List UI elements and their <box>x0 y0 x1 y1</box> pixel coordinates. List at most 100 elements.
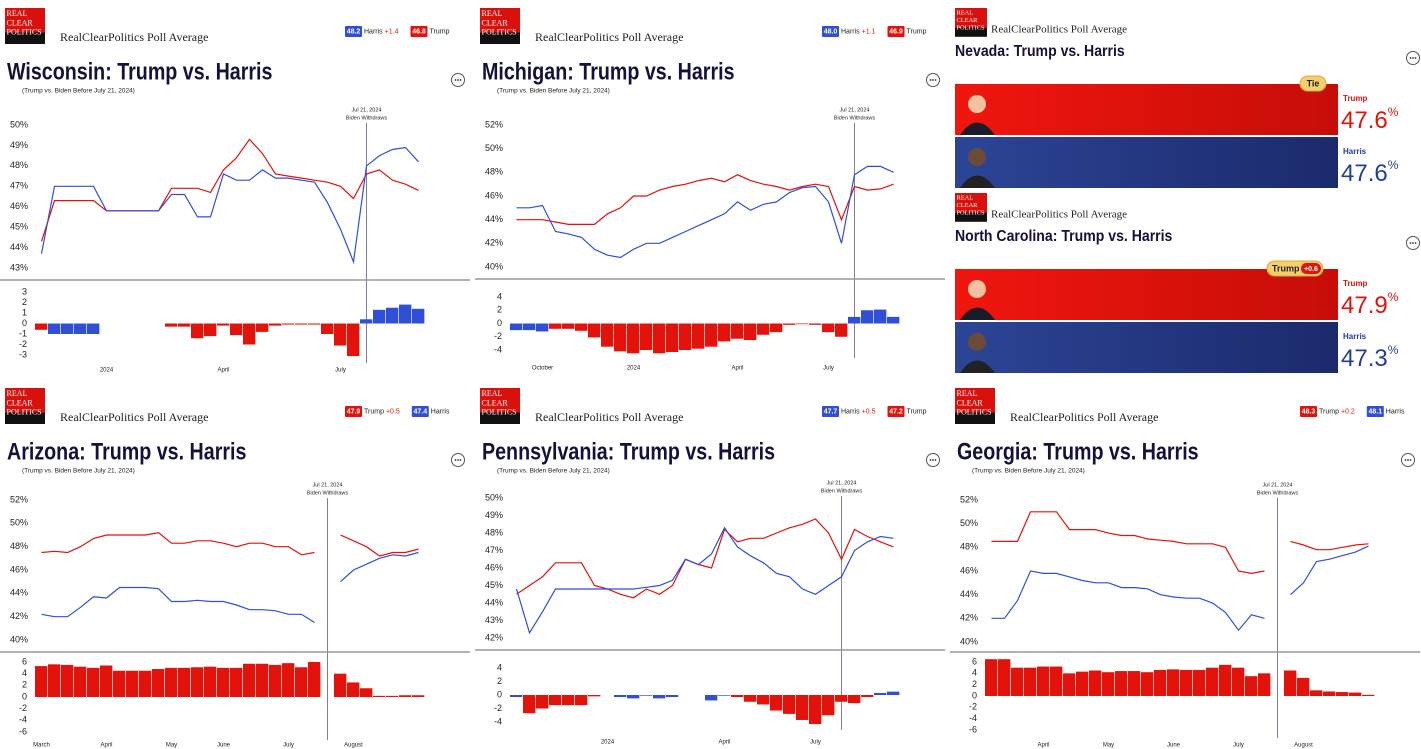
portrait-body <box>960 307 995 320</box>
spread-bar <box>1310 690 1323 696</box>
portrait-head <box>968 148 986 166</box>
more-dot <box>929 459 932 461</box>
logo-black <box>955 412 995 424</box>
source: RealClearPolitics Poll Average <box>535 410 683 424</box>
spread-bar <box>1336 692 1349 696</box>
spread-bar <box>295 667 308 697</box>
badge-box <box>887 26 905 37</box>
y-tick-label: 46% <box>10 564 28 574</box>
badge-lead: +0.6 <box>1304 266 1318 273</box>
spread-bar <box>757 695 770 705</box>
spread-tick-label: 1 <box>22 307 27 317</box>
badge-name: Harris <box>1386 409 1405 416</box>
spread-bar <box>666 695 679 698</box>
spread-bar <box>575 323 588 331</box>
spread-bar <box>269 323 282 326</box>
y-tick-label: 42% <box>960 613 978 623</box>
spread-bar <box>100 665 113 697</box>
spread-bar <box>282 663 295 697</box>
badge-value: 46.8 <box>412 29 426 36</box>
spread-bar <box>1154 669 1167 696</box>
spread-bar <box>510 323 523 331</box>
badge-name: Trump <box>907 409 927 416</box>
spread-tick-label: 2 <box>22 297 27 307</box>
spread-bar <box>1024 667 1037 696</box>
logo-red <box>5 8 45 33</box>
spread-bar <box>679 323 692 350</box>
more-dot <box>1412 57 1414 59</box>
logo-text: POLITICS <box>957 408 992 417</box>
logo-text: REAL <box>7 9 28 18</box>
logo-text: POLITICS <box>7 28 42 37</box>
chart-title: Georgia: Trump vs. Harris <box>957 437 1199 464</box>
spread-tick-label: -6 <box>19 726 27 736</box>
spread-tick-label: -6 <box>969 724 977 734</box>
source: RealClearPolitics Poll Average <box>991 209 1127 221</box>
y-tick-label: 44% <box>485 597 503 607</box>
result-band <box>955 322 1338 373</box>
spread-tick-label: 0 <box>497 318 502 328</box>
spread-bar <box>536 323 549 332</box>
spread-bar <box>510 695 523 698</box>
unit: % <box>1388 158 1399 172</box>
event-label: Jul 21, 2024 <box>1263 482 1293 488</box>
logo-text: POLITICS <box>7 408 42 417</box>
spread-bar <box>1141 672 1154 696</box>
badge-box <box>345 26 362 37</box>
portrait-head <box>968 333 986 351</box>
y-tick-label: 50% <box>485 143 503 153</box>
spread-bar <box>783 695 796 714</box>
spread-tick-label: -2 <box>19 703 27 713</box>
badge-name: Harris <box>431 409 450 416</box>
y-tick-label: 48% <box>10 541 28 551</box>
unit: % <box>1388 343 1399 357</box>
spread-bar <box>549 695 562 706</box>
chart-title: Wisconsin: Trump vs. Harris <box>7 57 272 84</box>
spread-bar <box>998 659 1011 696</box>
event-label: Jul 21, 2024 <box>840 107 870 113</box>
x-tick-label: July <box>1233 743 1244 749</box>
spread-bar <box>731 695 744 698</box>
more-dot <box>454 459 457 461</box>
x-tick-label: March <box>33 743 50 749</box>
spread-bar <box>1102 672 1115 696</box>
result-band <box>955 84 1338 135</box>
y-tick-label: 50% <box>10 518 28 528</box>
badge-box <box>1300 406 1317 417</box>
spread-bar <box>1297 677 1310 696</box>
badge-name: Harris <box>841 29 860 36</box>
spread-bar <box>139 670 152 697</box>
x-tick-label: October <box>532 366 553 372</box>
y-tick-label: 40% <box>10 634 28 644</box>
value: 47.6 <box>1341 160 1388 187</box>
y-tick-label: 40% <box>960 636 978 646</box>
result-band <box>955 137 1338 188</box>
spread-bar <box>256 323 269 332</box>
spread-tick-label: 2 <box>497 676 502 686</box>
badge-name: Trump <box>430 29 450 36</box>
spread-bar <box>666 323 679 352</box>
logo-text: CLEAR <box>957 202 979 209</box>
logo-text: CLEAR <box>7 18 34 27</box>
candidate-name: Harris <box>1343 332 1367 341</box>
x-tick-label: July <box>823 366 834 372</box>
spread-tick-label: 2 <box>972 679 977 689</box>
y-tick-label: 49% <box>485 510 503 520</box>
y-tick-label: 46% <box>485 562 503 572</box>
source: RealClearPolitics Poll Average <box>60 30 208 44</box>
spread-bar <box>334 673 347 697</box>
spread-bar <box>796 323 809 325</box>
logo-text: REAL <box>957 10 974 17</box>
badge-value: 47.2 <box>889 409 903 416</box>
y-tick-label: 52% <box>485 119 503 129</box>
spread-bar <box>204 666 217 697</box>
y-tick-label: 50% <box>485 492 503 502</box>
spread-bar <box>191 667 204 697</box>
spread-bar <box>757 323 770 335</box>
spread-bar <box>835 695 848 702</box>
spread-bar <box>770 695 783 711</box>
